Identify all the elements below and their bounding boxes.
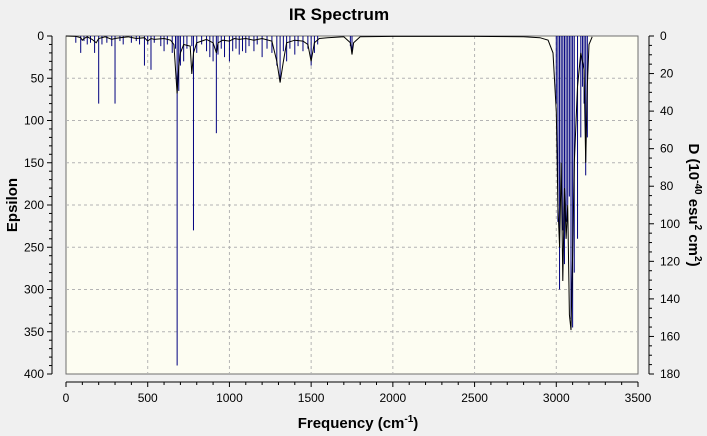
y-left-tick-label: 50 xyxy=(31,71,45,85)
y-right-tick-label: 20 xyxy=(660,67,674,81)
x-tick-label: 1500 xyxy=(298,391,325,405)
y-left-tick-label: 250 xyxy=(24,240,44,254)
x-tick-label: 500 xyxy=(138,391,158,405)
x-axis-label: Frequency (cm-1) xyxy=(298,414,419,432)
chart-title: IR Spectrum xyxy=(289,5,389,24)
y-right-tick-label: 100 xyxy=(660,217,680,231)
y-right-tick-label: 80 xyxy=(660,179,674,193)
y-left-axis-ticks: 0 50 100 150 200 250 300 350 400 xyxy=(24,29,52,381)
y-right-tick-label: 180 xyxy=(660,367,680,381)
y-left-tick-label: 100 xyxy=(24,114,44,128)
x-tick-label: 2500 xyxy=(461,391,488,405)
y-right-tick-label: 140 xyxy=(660,292,680,306)
x-tick-label: 2000 xyxy=(380,391,407,405)
y-left-tick-label: 400 xyxy=(24,367,44,381)
spectrum-line xyxy=(65,35,593,331)
y-left-axis-label: Epsilon xyxy=(4,178,21,232)
y-right-axis-ticks: 0 20 40 60 80 100 120 140 160 180 xyxy=(649,29,680,381)
y-right-tick-label: 60 xyxy=(660,142,674,156)
y-right-tick-label: 160 xyxy=(660,329,680,343)
y-right-tick-label: 120 xyxy=(660,254,680,268)
y-right-tick-label: 0 xyxy=(660,29,667,43)
y-right-axis-label: D (10-40 esu2 cm2) xyxy=(685,143,703,266)
y-left-tick-label: 300 xyxy=(24,283,44,297)
x-tick-label: 0 xyxy=(63,391,70,405)
grid-lines xyxy=(66,36,638,374)
y-left-tick-label: 0 xyxy=(37,29,44,43)
x-tick-label: 1000 xyxy=(216,391,243,405)
y-right-tick-label: 40 xyxy=(660,104,674,118)
x-axis-ticks: 0 500 1000 1500 2000 2500 3000 3500 xyxy=(63,382,652,405)
x-tick-label: 3000 xyxy=(543,391,570,405)
y-left-tick-label: 150 xyxy=(24,156,44,170)
x-tick-label: 3500 xyxy=(625,391,652,405)
y-left-tick-label: 200 xyxy=(24,198,44,212)
y-left-tick-label: 350 xyxy=(24,325,44,339)
